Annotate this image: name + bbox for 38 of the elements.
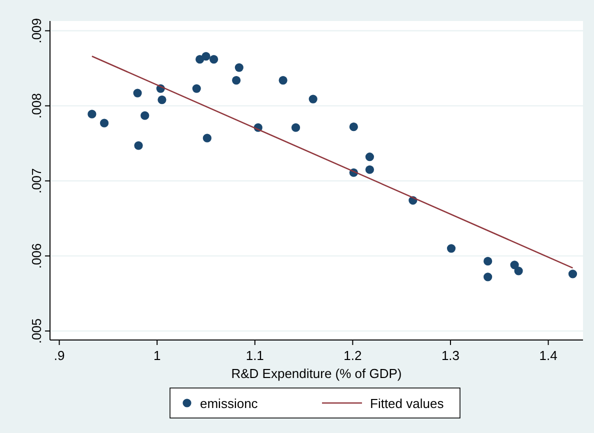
- x-tick-label: 1.3: [441, 348, 460, 363]
- point: [484, 272, 492, 282]
- point: [568, 270, 578, 278]
- point: [510, 260, 519, 270]
- point: [484, 256, 492, 266]
- x-tick-label: 1.1: [246, 348, 264, 363]
- point: [140, 111, 150, 120]
- point: [133, 88, 142, 98]
- x-tick-label: 1: [153, 348, 161, 363]
- point: [308, 94, 318, 104]
- x-tick-label: 1.4: [539, 348, 558, 363]
- legend-label: Fitted values: [370, 396, 444, 411]
- point: [365, 152, 374, 162]
- y-tick-label: .008: [29, 93, 44, 118]
- point: [278, 76, 288, 85]
- point: [210, 54, 218, 64]
- point: [100, 118, 109, 128]
- point: [202, 52, 210, 61]
- point: [134, 141, 143, 150]
- x-tick-label: .9: [54, 348, 65, 363]
- point: [446, 244, 456, 253]
- x-axis-title: R&D Expenditure (% of GDP): [231, 366, 402, 381]
- y-tick-label: .009: [29, 18, 44, 44]
- point: [88, 110, 96, 118]
- point: [365, 165, 374, 174]
- legend-label: emissionc: [200, 396, 258, 411]
- point: [158, 96, 166, 104]
- y-tick-label: .006: [29, 243, 44, 269]
- point: [202, 134, 212, 142]
- point: [234, 63, 244, 72]
- point: [514, 266, 523, 276]
- point: [192, 84, 201, 93]
- y-tick-label: .005: [29, 318, 44, 344]
- x-tick-label: 1.2: [344, 348, 362, 363]
- point: [349, 122, 358, 132]
- point: [291, 123, 300, 132]
- point: [232, 76, 241, 85]
- y-tick-label: .007: [29, 168, 44, 194]
